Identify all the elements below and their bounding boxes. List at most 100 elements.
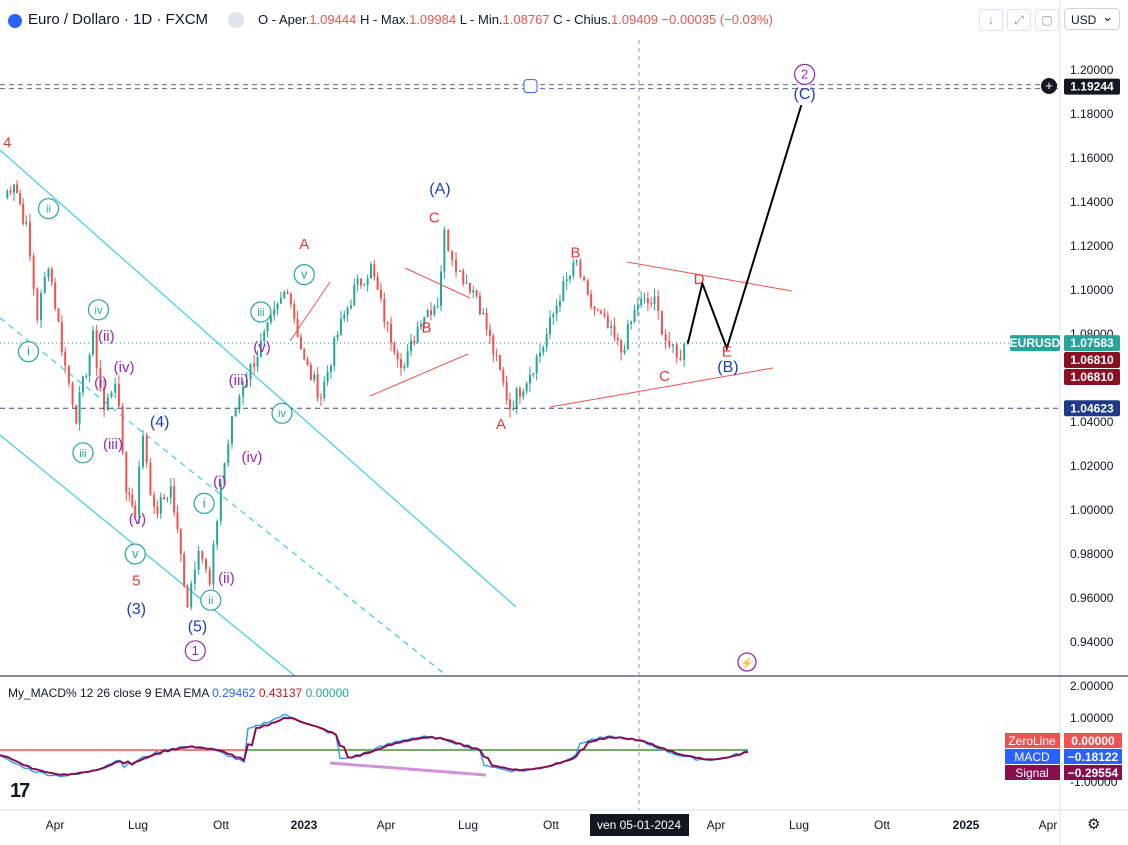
plus-circle-icon[interactable]: +	[1041, 78, 1057, 94]
candle-body	[366, 278, 369, 286]
eye-icon[interactable]	[228, 12, 244, 28]
candle-body	[683, 344, 686, 360]
candle-body	[64, 351, 67, 366]
wave-label: ii	[46, 204, 51, 216]
candle-body	[313, 374, 316, 380]
candle-body	[269, 315, 272, 323]
candle-body	[286, 292, 289, 294]
candle-body	[583, 276, 586, 281]
y-tick-label: 1.02000	[1070, 459, 1114, 473]
candle-body	[596, 309, 599, 311]
candle-body	[263, 331, 266, 341]
candle-body	[451, 250, 454, 260]
macd-tag-label: MACD	[1014, 750, 1050, 764]
candle-body	[16, 184, 19, 194]
candle-body	[81, 376, 84, 393]
candle-body	[447, 229, 450, 251]
candle-body	[475, 290, 478, 296]
x-tick-label: Apr	[46, 818, 65, 832]
candle-body	[369, 264, 372, 279]
price-tag-low1-bg	[1064, 352, 1120, 368]
wave-label: C	[429, 209, 440, 226]
candle-body	[339, 318, 342, 335]
candle-body	[19, 193, 22, 205]
signal-tag-label-bg	[1005, 765, 1060, 780]
wave-label: (3)	[127, 601, 147, 618]
candle-body	[406, 351, 409, 367]
wave-label: iv	[278, 408, 286, 420]
wave-label: iii	[79, 448, 86, 460]
candle-body	[668, 340, 671, 347]
channel-mid-line	[0, 317, 448, 676]
symbol-title[interactable]: Euro / Dollaro · 1D · FXCM	[28, 11, 209, 28]
maximize-icon[interactable]: ▢	[1035, 9, 1059, 31]
low-label: L - Min.	[459, 12, 503, 27]
wave-label: v	[132, 546, 139, 561]
macd-v2: 0.43137	[258, 686, 303, 700]
wave-label: v	[301, 267, 308, 282]
candle-body	[169, 486, 172, 498]
candle-body	[383, 298, 386, 323]
candle-body	[482, 312, 485, 315]
triangle-upper-line	[626, 261, 793, 292]
candle-body	[153, 494, 156, 507]
open-label: O - Aper.	[258, 12, 310, 27]
x-tick-label: Lug	[789, 818, 809, 832]
fullscreen-icon[interactable]: ⤢	[1007, 9, 1031, 31]
wave-label: (iii)	[229, 372, 249, 389]
candle-body	[253, 363, 256, 367]
candle-body	[562, 281, 565, 302]
candle-body	[528, 374, 531, 384]
x-tick-label: Lug	[458, 818, 478, 832]
candle-body	[349, 305, 352, 309]
channel-lower-line	[0, 434, 296, 676]
candle-body	[216, 521, 219, 545]
candle-body	[283, 292, 286, 299]
wave-label-circle	[124, 543, 146, 565]
candle-body	[54, 282, 57, 309]
candle-body	[205, 559, 208, 570]
settings-icon[interactable]: ⚙	[1087, 816, 1101, 833]
candle-body	[149, 462, 152, 495]
wave-label-circle	[293, 264, 315, 286]
candle-body	[393, 342, 396, 353]
price-tag-bottom-bg	[1064, 400, 1120, 417]
candle-body	[538, 352, 541, 357]
candle-body	[273, 309, 276, 316]
y-tick-label: 1.00000	[1070, 503, 1114, 517]
candle-body	[373, 264, 376, 277]
wave-label: iv	[95, 305, 103, 317]
wave-label: iii	[257, 307, 264, 319]
close-label: C - Chius.	[553, 12, 611, 27]
candle-body	[125, 452, 128, 493]
candle-body	[423, 317, 426, 325]
candle-body	[256, 356, 259, 367]
arrow-down-icon[interactable]: ↓	[979, 9, 1003, 31]
candle-body	[242, 386, 245, 397]
candle-body	[640, 298, 643, 306]
lightning-icon	[737, 652, 757, 672]
candle-body	[455, 259, 458, 272]
zeroline-tag-value: 0.00000	[1071, 734, 1115, 748]
tradingview-logo-icon[interactable]: 17	[10, 780, 30, 802]
x-tick-label: Apr	[377, 818, 396, 832]
macd-tick-label: 2.00000	[1070, 679, 1114, 693]
price-tag-current-bg	[1064, 335, 1120, 352]
candle-body	[379, 289, 382, 299]
candle-body	[166, 497, 169, 500]
candle-body	[279, 298, 282, 304]
candle-body	[436, 305, 439, 307]
candle-body	[478, 295, 481, 315]
wave-label: (5)	[188, 619, 208, 636]
wave-label: (iii)	[103, 436, 123, 453]
candles	[6, 179, 689, 611]
candle-body	[326, 371, 329, 382]
currency-select[interactable]: USD	[1064, 6, 1120, 30]
y-tick-label: 1.18000	[1070, 107, 1114, 121]
price-tag-low2-bg	[1064, 369, 1120, 385]
wave-label: (iv)	[242, 449, 263, 466]
x-tick-label: Apr	[1039, 818, 1058, 832]
y-tick-label: 0.94000	[1070, 635, 1114, 649]
signal-tag-value: −0.29554	[1068, 766, 1119, 780]
